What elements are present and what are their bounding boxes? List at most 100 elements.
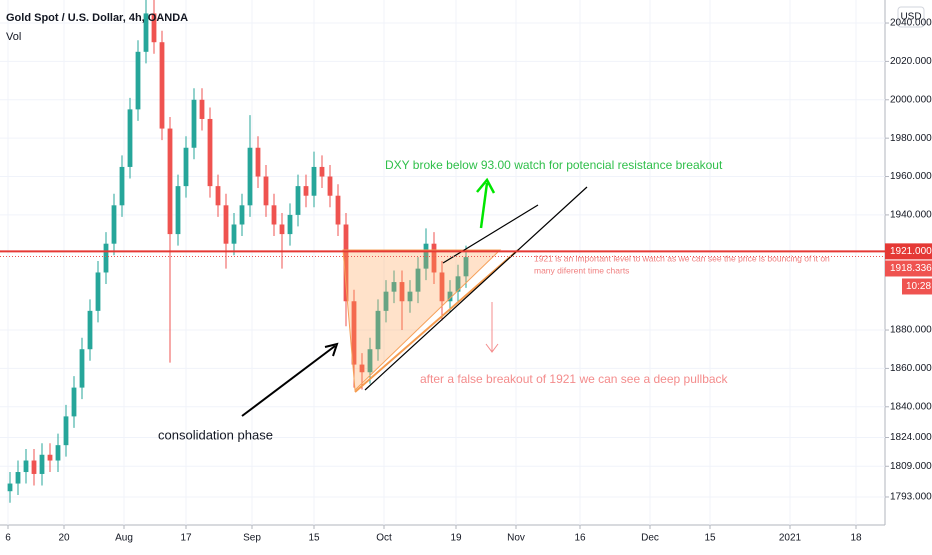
annotation: 1921 is an important level to watch as w… [534, 253, 830, 263]
candle-body [463, 257, 469, 277]
candle-body [55, 445, 61, 461]
candle-body [391, 282, 397, 292]
candle-body [31, 460, 37, 474]
annotation: consolidation phase [158, 427, 273, 442]
candle-body [343, 224, 349, 302]
candle-body [279, 224, 285, 235]
arrow [241, 345, 336, 417]
arrow-head [485, 343, 499, 353]
y-tick-label: 2000.000 [890, 94, 932, 105]
candle-body [127, 109, 133, 167]
candle-body [215, 186, 221, 206]
candle-body [327, 176, 333, 196]
candle-body [439, 272, 445, 302]
arrow-head [476, 177, 496, 194]
candle-body [295, 186, 301, 215]
candle-body [167, 128, 173, 235]
candle-body [95, 272, 101, 311]
candle-body [7, 483, 13, 492]
level-label-bg [885, 243, 932, 260]
y-tick-label: 1824.000 [890, 432, 932, 443]
candle-body [183, 147, 189, 187]
annotation: DXY broke below 93.00 watch for potencia… [385, 158, 723, 172]
candle-body [263, 176, 269, 206]
candle-body [351, 301, 357, 365]
candle-body [335, 195, 341, 225]
candle-body [191, 99, 197, 148]
candle-body [71, 387, 77, 417]
countdown-label: 10:28 [906, 281, 931, 292]
arrow-up [479, 182, 489, 229]
level-label: 1921.000 [890, 246, 932, 257]
candle-body [39, 454, 45, 474]
candle-body [87, 310, 93, 350]
subtitle: Vol [6, 31, 21, 43]
x-tick-label: 15 [308, 533, 320, 544]
x-tick-label: Nov [507, 533, 525, 544]
last-price-bg [885, 260, 932, 277]
x-tick-label: Dec [641, 533, 659, 544]
candle-body [207, 118, 213, 187]
y-tick-label: 1980.000 [890, 133, 932, 144]
candle-body [319, 166, 325, 177]
y-tick-label: 1860.000 [890, 363, 932, 374]
countdown-bg [902, 278, 932, 295]
candle-body [23, 460, 29, 473]
currency-button-label[interactable]: USD [900, 12, 921, 23]
candle-body [47, 454, 53, 461]
y-tick-label: 1940.000 [890, 210, 932, 221]
candle-body [159, 42, 165, 129]
candle-body [231, 224, 237, 244]
annotation: after a false breakout of 1921 we can se… [420, 372, 729, 386]
x-tick-label: 15 [704, 533, 716, 544]
candle-body [455, 276, 461, 292]
x-tick-label: 2021 [779, 533, 802, 544]
trendline [364, 186, 588, 391]
x-tick-label: 18 [850, 533, 862, 544]
candle-body [143, 13, 149, 52]
marks [0, 0, 885, 525]
candle-body [175, 186, 181, 235]
candle-body [79, 349, 85, 388]
candle-body [399, 282, 405, 302]
arrow-head [324, 342, 339, 357]
candle-body [111, 205, 117, 244]
x-tick-label: 6 [5, 533, 11, 544]
candle-body [447, 291, 453, 302]
candle-body [303, 186, 309, 196]
candle-body [151, 13, 157, 43]
trendline [442, 204, 539, 264]
candle-body [247, 147, 253, 206]
candle-body [239, 205, 245, 225]
candle-body [407, 291, 413, 302]
x-tick-label: Oct [376, 533, 392, 544]
annotation: many diferent time charts [534, 265, 629, 275]
candle-body [15, 472, 21, 484]
x-tick-label: 17 [180, 533, 192, 544]
candle-body [431, 243, 437, 273]
candle-body [255, 147, 261, 177]
candle-body [287, 214, 293, 235]
trendline-orange [354, 249, 519, 393]
candle-body [415, 268, 421, 292]
currency-button[interactable] [897, 6, 925, 28]
candle-body [135, 51, 141, 110]
y-tick-label: 1880.000 [890, 325, 932, 336]
candle-body [359, 364, 365, 373]
y-tick-label: 1809.000 [890, 461, 932, 472]
x-tick-label: 19 [450, 533, 462, 544]
y-tick-label: 2040.000 [890, 18, 932, 29]
y-tick-label: 1960.000 [890, 171, 932, 182]
candle-body [271, 205, 277, 225]
y-tick-label: 1793.000 [890, 492, 932, 503]
triangle-drawing [342, 249, 502, 392]
candle-body [375, 310, 381, 350]
y-tick-label: 2020.000 [890, 56, 932, 67]
x-tick-label: 20 [58, 533, 70, 544]
candle-body [383, 291, 389, 311]
candle-body [311, 166, 317, 196]
chart-title: Gold Spot / U.S. Dollar, 4h, OANDA [6, 12, 188, 24]
candle-body [367, 349, 373, 373]
x-tick-label: Aug [115, 533, 133, 544]
